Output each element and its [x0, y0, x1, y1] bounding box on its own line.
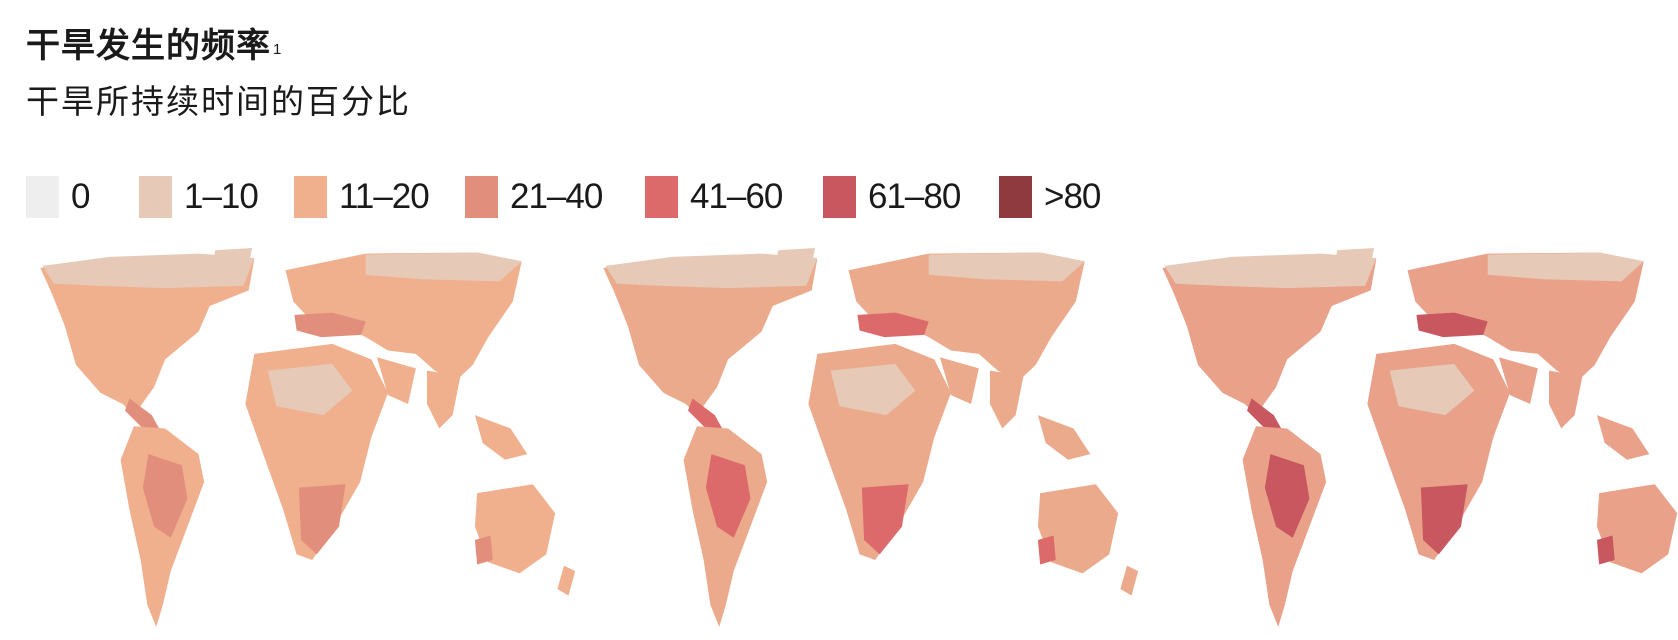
legend-item-2: 11–20 [294, 176, 430, 218]
southern-africa [298, 484, 346, 555]
legend-item-6: >80 [999, 176, 1101, 218]
title-text: 干旱发生的频率 [26, 26, 271, 66]
legend-swatch-1 [139, 176, 172, 218]
world-map-svg-1 [40, 248, 576, 627]
eurasia [848, 252, 1085, 382]
legend-label-3: 21–40 [510, 177, 603, 216]
siberia [928, 252, 1085, 282]
australia [1596, 484, 1678, 574]
legend: 0 1–10 11–20 21–40 41–60 61–80 >80 [26, 176, 1226, 218]
north-america [40, 254, 255, 416]
australia [474, 484, 556, 574]
world-map-svg-2 [603, 248, 1139, 627]
southwest-australia [474, 535, 493, 565]
new-zealand [1120, 565, 1139, 596]
australia [1037, 484, 1119, 574]
arctic-north [1164, 253, 1377, 289]
southern-africa [1420, 484, 1468, 555]
legend-swatch-6 [999, 176, 1032, 218]
legend-item-0: 0 [26, 176, 90, 218]
siberia [365, 252, 522, 282]
siberia [1487, 252, 1644, 282]
arctic-north [42, 253, 255, 289]
legend-item-1: 1–10 [139, 176, 259, 218]
legend-swatch-0 [26, 176, 59, 218]
india [1549, 370, 1583, 429]
legend-label-2: 11–20 [339, 177, 430, 216]
greenland [1333, 248, 1375, 286]
arabia [939, 357, 979, 404]
se-asia-islands [1596, 415, 1650, 460]
chart-title: 干旱发生的频率 1 [26, 24, 282, 68]
north-america [603, 254, 818, 416]
mediterranean-band [857, 312, 929, 338]
legend-swatch-3 [465, 176, 498, 218]
legend-label-1: 1–10 [184, 177, 259, 216]
legend-label-0: 0 [71, 177, 90, 216]
se-asia-islands [1037, 415, 1091, 460]
arabia [1498, 357, 1538, 404]
legend-swatch-5 [823, 176, 856, 218]
legend-label-6: >80 [1044, 177, 1101, 216]
title-footnote: 1 [273, 41, 283, 58]
legend-label-5: 61–80 [868, 177, 961, 216]
arctic-north [605, 253, 818, 289]
new-zealand [557, 565, 576, 596]
legend-item-4: 41–60 [645, 176, 783, 218]
chart-subtitle: 干旱所持续时间的百分比 [26, 82, 411, 121]
world-map-3 [1152, 248, 1678, 638]
se-asia-islands [474, 415, 528, 460]
legend-item-3: 21–40 [465, 176, 603, 218]
mediterranean-band [1416, 312, 1488, 338]
greenland [774, 248, 816, 286]
world-map-1 [30, 248, 590, 638]
world-map-2 [593, 248, 1153, 638]
india [427, 370, 461, 429]
world-map-svg-3 [1162, 248, 1678, 627]
eurasia [285, 252, 522, 382]
sahara [267, 363, 353, 416]
southwest-australia [1037, 535, 1056, 565]
eurasia [1407, 252, 1644, 382]
india [990, 370, 1024, 429]
south-america-core [1264, 454, 1310, 538]
maps-row [0, 248, 1678, 638]
legend-label-4: 41–60 [690, 177, 783, 216]
sahara [830, 363, 916, 416]
greenland [211, 248, 253, 286]
south-america-core [142, 454, 188, 538]
legend-item-5: 61–80 [823, 176, 961, 218]
sahara [1389, 363, 1475, 416]
north-america [1162, 254, 1377, 416]
southwest-australia [1596, 535, 1615, 565]
legend-swatch-4 [645, 176, 678, 218]
legend-swatch-2 [294, 176, 327, 218]
southern-africa [861, 484, 909, 555]
mediterranean-band [294, 312, 366, 338]
south-america-core [705, 454, 751, 538]
arabia [376, 357, 416, 404]
